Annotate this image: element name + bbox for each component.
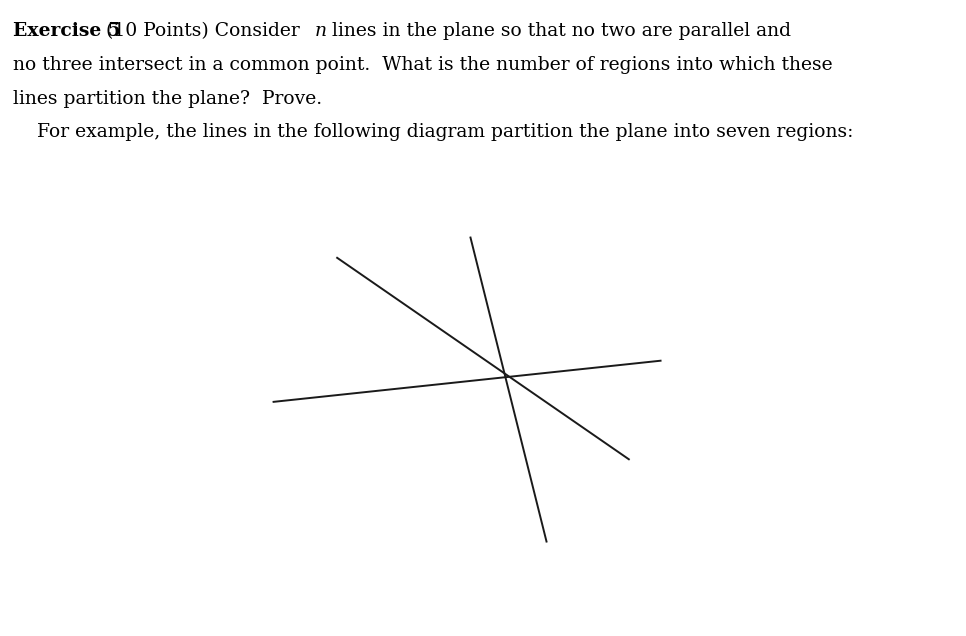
Text: For example, the lines in the following diagram partition the plane into seven r: For example, the lines in the following …: [13, 123, 853, 141]
Text: lines in the plane so that no two are parallel and: lines in the plane so that no two are pa…: [326, 22, 790, 40]
Text: (10 Points) Consider: (10 Points) Consider: [100, 22, 306, 40]
Text: lines partition the plane?  Prove.: lines partition the plane? Prove.: [13, 90, 322, 107]
Text: n: n: [315, 22, 327, 40]
Text: Exercise 5: Exercise 5: [13, 22, 121, 40]
Text: no three intersect in a common point.  What is the number of regions into which : no three intersect in a common point. Wh…: [13, 56, 832, 74]
